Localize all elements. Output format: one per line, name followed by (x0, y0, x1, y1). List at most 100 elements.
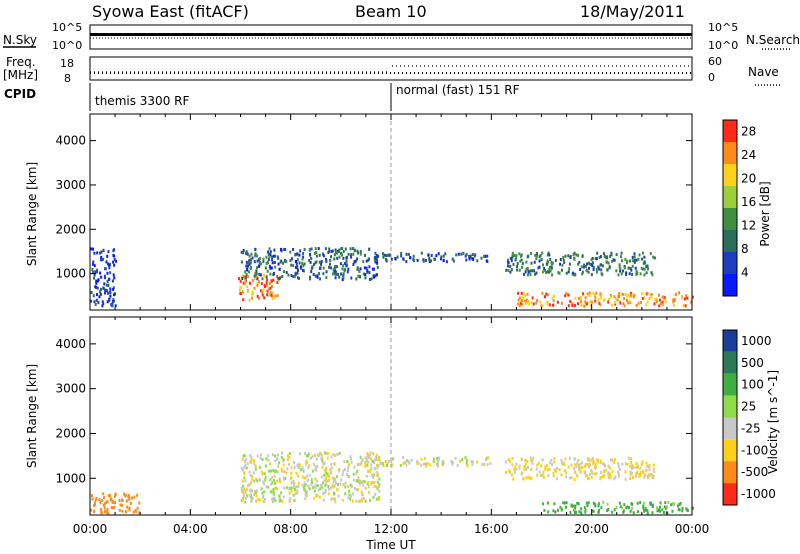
power-echo-cell (685, 294, 688, 298)
power-echo-cell (506, 264, 509, 268)
velocity-echo-cell (276, 453, 279, 457)
velocity-echo-cell (378, 477, 381, 481)
power-echo-cell (594, 299, 597, 303)
velocity-echo-cell (272, 492, 275, 496)
power-echo-cell (334, 265, 337, 268)
power-echo-cell (672, 298, 675, 302)
power-echo-cell (269, 291, 272, 295)
power-echo-cell (296, 252, 299, 256)
velocity-echo-cell (333, 462, 336, 466)
velocity-echo-cell (302, 485, 305, 489)
velocity-echo-cell (282, 476, 285, 480)
velocity-echo-cell (650, 473, 653, 476)
power-echo-cell (598, 256, 601, 259)
velocity-echo-cell (320, 453, 323, 457)
velocity-echo-cell (525, 476, 528, 480)
power-echo-cell (587, 270, 590, 274)
velocity-echo-cell (594, 466, 597, 470)
power-echo-cell (105, 289, 108, 293)
power-echo-cell (273, 260, 276, 264)
power-echo-cell (103, 274, 106, 278)
velocity-echo-cell (613, 461, 616, 465)
power-echo-cell (510, 268, 513, 272)
power-echo-cell (271, 291, 274, 295)
x-tick-label: 16:00 (474, 522, 509, 536)
velocity-echo-cell (241, 457, 244, 461)
power-echo-cell (514, 258, 517, 262)
velocity-echo-cell (306, 474, 309, 478)
velocity-echo-cell (274, 486, 277, 490)
power-echo-cell (248, 270, 251, 274)
velocity-echo-cell (590, 475, 593, 479)
power-echo-cell (633, 255, 636, 259)
velocity-echo-cell (466, 458, 469, 462)
velocity-echo-cell (267, 485, 270, 489)
velocity-echo-cell (565, 471, 568, 475)
velocity-echo-cell (297, 481, 300, 485)
power-echo-cell (527, 254, 530, 258)
velocity-echo-cell (304, 497, 307, 501)
velocity-echo-cell (437, 462, 439, 466)
velocity-echo-cell (245, 487, 248, 491)
velocity-echo-cell (288, 455, 291, 459)
power-echo-cell (548, 303, 551, 307)
power-echo-cell (95, 298, 98, 302)
power-echo-cell (520, 254, 522, 258)
power-echo-cell (101, 300, 104, 304)
velocity-echo-cell (264, 478, 267, 482)
power-echo-cell (333, 266, 336, 270)
velocity-echo-cell (678, 502, 681, 506)
velocity-echo-cell (138, 501, 141, 505)
power-echo-region (505, 251, 656, 277)
power-echo-cell (260, 282, 263, 286)
velocity-echo-cell (465, 461, 468, 465)
power-echo-cell (100, 250, 103, 254)
velocity-echo-cell (629, 470, 632, 474)
velocity-echo-cell (624, 470, 627, 474)
figure-title: Syowa East (fitACF) (92, 2, 249, 21)
power-echo-cell (621, 259, 623, 263)
power-echo-cell (95, 285, 98, 289)
power-echo-cell (274, 294, 277, 298)
velocity-echo-cell (565, 505, 567, 509)
power-echo-cell (374, 251, 377, 255)
power-echo-cell (329, 258, 332, 262)
power-echo-cell (518, 296, 521, 300)
velocity-echo-cell (334, 497, 337, 501)
velocity-echo-cell (114, 501, 116, 505)
power-echo-cell (302, 269, 304, 272)
power-echo-cell (105, 283, 108, 287)
power-echo-cell (435, 254, 438, 258)
power-echo-cell (546, 262, 549, 266)
power-echo-cell (645, 271, 648, 275)
velocity-echo-cell (332, 485, 334, 489)
power-echo-cell (565, 271, 568, 275)
velocity-echo-cell (246, 462, 249, 466)
velocity-echo-cell (432, 460, 435, 463)
power-echo-cell (428, 258, 431, 262)
velocity-echo-cell (256, 454, 259, 458)
velocity-echo-cell (422, 462, 425, 466)
velocity-echo-cell (538, 470, 541, 474)
velocity-echo-cell (322, 481, 324, 485)
power-echo-cell (328, 265, 330, 269)
velocity-echo-cell (663, 511, 665, 514)
velocity-echo-cell (361, 493, 364, 497)
velocity-echo-cell (375, 456, 378, 459)
velocity-echo-cell (336, 487, 339, 491)
velocity-echo-cell (486, 463, 489, 467)
power-echo-cell (568, 262, 571, 266)
power-echo-cell (544, 268, 546, 272)
velocity-echo-cell (271, 500, 274, 504)
velocity-echo-cell (315, 468, 318, 472)
power-echo-cell (583, 304, 586, 308)
velocity-echo-cell (268, 469, 271, 473)
velocity-echo-cell (297, 466, 300, 469)
velocity-echo-cell (288, 462, 291, 466)
power-echo-cell (561, 263, 564, 267)
power-echo-cell (259, 257, 261, 261)
velocity-echo-cell (636, 470, 639, 474)
power-echo-cell (95, 270, 98, 274)
power-echo-cell (623, 266, 626, 270)
power-echo-cell (394, 257, 397, 260)
